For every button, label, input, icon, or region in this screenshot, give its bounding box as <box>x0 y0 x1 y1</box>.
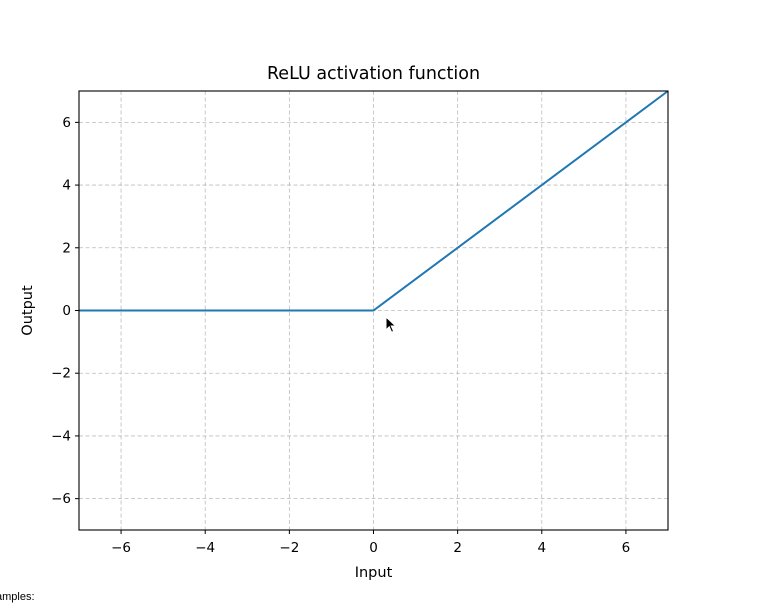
series-layer <box>79 90 669 312</box>
grid <box>79 91 668 530</box>
y-tick-label: 0 <box>62 303 71 319</box>
x-tick-label: 4 <box>537 540 546 556</box>
x-tick-label: 0 <box>369 540 378 556</box>
y-tick-label: −2 <box>51 366 71 382</box>
x-tick-label: 6 <box>622 540 631 556</box>
ticks: −6 −4 −2 0 2 4 6 −6 −4 −2 0 2 4 6 <box>51 115 630 556</box>
mouse-pointer-icon <box>385 316 397 333</box>
series-line-relu <box>79 90 669 312</box>
x-axis-label: Input <box>355 565 393 581</box>
y-tick-label: 6 <box>62 115 71 131</box>
x-tick-label: −2 <box>279 540 299 556</box>
x-tick-label: −4 <box>195 540 215 556</box>
x-tick-label: 2 <box>453 540 462 556</box>
chart-title: ReLU activation function <box>267 64 480 84</box>
y-axis-label: Output <box>20 285 36 336</box>
y-tick-label: −4 <box>51 428 71 444</box>
y-tick-label: 4 <box>62 178 71 194</box>
footer-text: amples: <box>0 591 35 603</box>
x-tick-label: −6 <box>111 540 131 556</box>
y-tick-label: −6 <box>51 491 71 507</box>
y-tick-label: 2 <box>62 240 71 256</box>
